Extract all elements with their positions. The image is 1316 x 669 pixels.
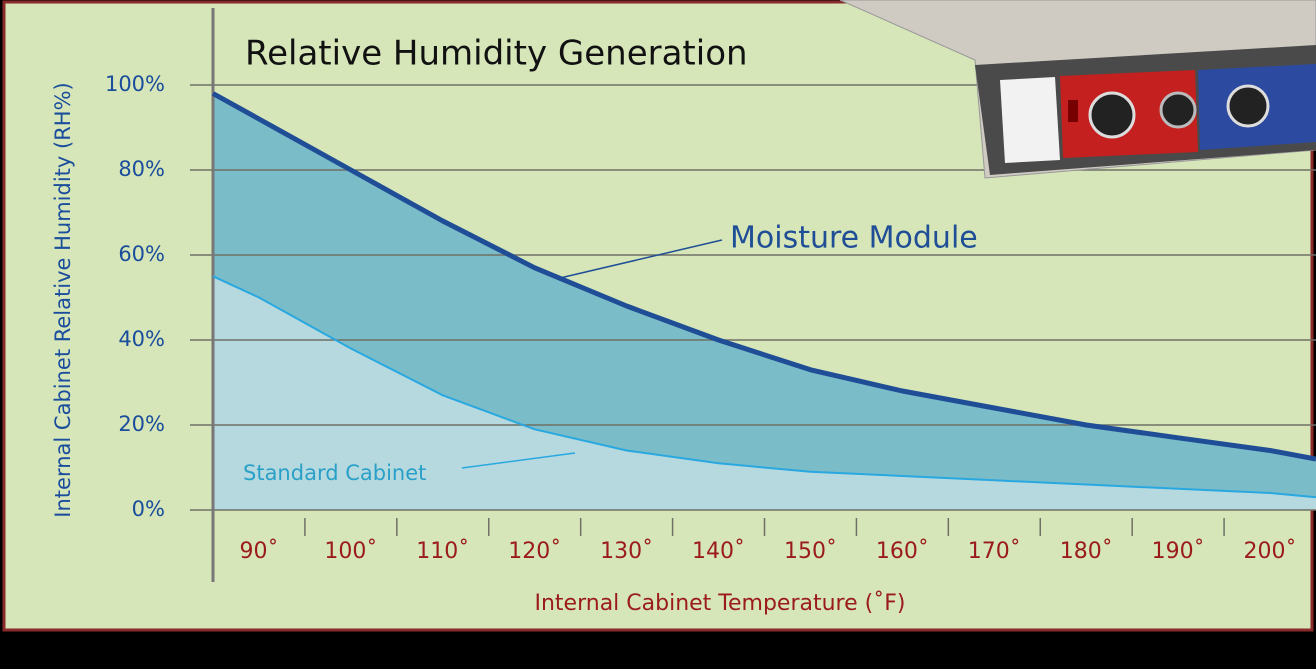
y-tick-label: 0% xyxy=(132,497,165,521)
x-axis-label: Internal Cabinet Temperature (˚F) xyxy=(535,591,906,616)
x-tick-label: 170˚ xyxy=(968,539,1021,564)
photo-knob xyxy=(1226,84,1270,128)
legend-label: Moisture Module xyxy=(730,221,978,256)
footer-band xyxy=(0,632,1316,669)
y-tick-label: 100% xyxy=(105,72,165,96)
y-tick-label: 80% xyxy=(118,157,165,181)
series-line xyxy=(212,275,1316,499)
x-tick-label: 90˚ xyxy=(239,539,278,564)
chart-title: Relative Humidity Generation xyxy=(245,34,748,74)
x-tick-label: 120˚ xyxy=(508,539,561,564)
area-base xyxy=(213,276,1316,510)
x-tick-label: 130˚ xyxy=(600,539,653,564)
x-tick-label: 190˚ xyxy=(1152,539,1205,564)
x-tick-label: 150˚ xyxy=(784,539,837,564)
product-photo xyxy=(839,0,1316,179)
x-tick-label: 200˚ xyxy=(1244,539,1297,564)
y-tick-label: 60% xyxy=(118,242,165,266)
series-line xyxy=(211,91,1316,462)
photo-logo xyxy=(1000,77,1060,163)
leader-line xyxy=(559,239,723,279)
area-band xyxy=(213,93,1316,498)
photo-knob xyxy=(1088,91,1136,139)
photo-knob xyxy=(1159,91,1197,129)
photo-switch xyxy=(1068,100,1078,122)
y-tick-label: 40% xyxy=(118,327,165,351)
x-tick-label: 160˚ xyxy=(876,539,929,564)
y-tick-label: 20% xyxy=(118,412,165,436)
legend-label: Standard Cabinet xyxy=(243,461,426,485)
x-tick-label: 180˚ xyxy=(1060,539,1113,564)
x-tick-label: 140˚ xyxy=(692,539,745,564)
y-axis-label: Internal Cabinet Relative Humidity (RH%) xyxy=(51,82,75,517)
leader-line xyxy=(461,452,576,469)
x-tick-label: 100˚ xyxy=(324,539,377,564)
x-tick-label: 110˚ xyxy=(416,539,469,564)
